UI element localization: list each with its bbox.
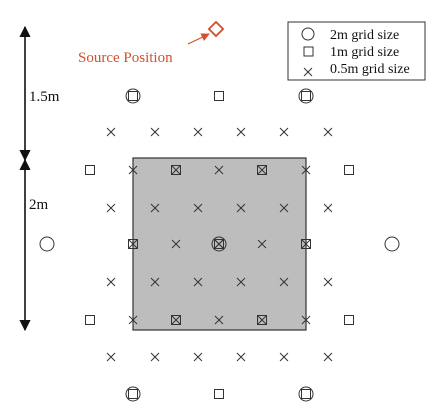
grid-point-0.5m <box>150 352 160 362</box>
grid-point-0.5m <box>128 315 138 325</box>
grid-point-0.5m <box>236 352 246 362</box>
grid-markers <box>39 88 400 402</box>
grid-point-0.5m <box>301 315 311 325</box>
grid-point-0.5m <box>279 127 289 137</box>
grid-point-0.5m <box>257 239 267 249</box>
square-icon <box>303 46 314 57</box>
grid-point-2m <box>39 236 55 252</box>
grid-point-1m <box>85 165 95 175</box>
grid-point-1m <box>171 165 181 175</box>
grid-point-0.5m <box>193 127 203 137</box>
source-marker-icon <box>207 20 225 38</box>
legend-frame <box>287 21 426 81</box>
grid-point-0.5m <box>193 203 203 213</box>
grid-point-2m <box>125 386 141 402</box>
grid-point-1m <box>85 315 95 325</box>
legend-label-circle: 2m grid size <box>330 28 399 43</box>
source-pointer-arrow <box>187 33 210 45</box>
grid-point-1m <box>301 91 311 101</box>
grid-point-2m <box>125 88 141 104</box>
grid-point-0.5m <box>128 239 138 249</box>
grid-point-0.5m <box>106 203 116 213</box>
grid-point-2m <box>384 236 400 252</box>
grid-point-0.5m <box>171 165 181 175</box>
grid-point-1m <box>301 389 311 399</box>
grid-point-1m <box>128 239 138 249</box>
grid-point-2m <box>298 88 314 104</box>
grid-point-1m <box>214 389 224 399</box>
legend: 2m grid size 1m grid size 0.5m grid size <box>287 21 426 81</box>
grid-point-0.5m <box>323 127 333 137</box>
grid-point-2m <box>298 386 314 402</box>
grid-point-0.5m <box>279 277 289 287</box>
grid-point-0.5m <box>236 277 246 287</box>
grid-point-0.5m <box>279 203 289 213</box>
grid-point-0.5m <box>214 239 224 249</box>
grid-point-1m <box>257 315 267 325</box>
grid-point-1m <box>344 165 354 175</box>
grid-point-0.5m <box>106 277 116 287</box>
grid-point-0.5m <box>193 277 203 287</box>
dimension-label-top: 1.5m <box>29 89 60 105</box>
grid-point-1m <box>128 91 138 101</box>
grid-point-0.5m <box>323 352 333 362</box>
grid-point-0.5m <box>236 203 246 213</box>
grid-point-0.5m <box>257 165 267 175</box>
grid-point-0.5m <box>150 203 160 213</box>
grid-point-0.5m <box>214 315 224 325</box>
legend-label-square: 1m grid size <box>330 45 399 60</box>
dimension-label-side: 2m <box>29 197 49 213</box>
grid-point-0.5m <box>128 165 138 175</box>
grid-point-0.5m <box>193 352 203 362</box>
grid-point-0.5m <box>171 239 181 249</box>
grid-point-0.5m <box>279 352 289 362</box>
grid-point-1m <box>344 315 354 325</box>
grid-point-1m <box>214 239 224 249</box>
cross-icon <box>303 67 313 77</box>
grid-point-0.5m <box>323 277 333 287</box>
grid-point-0.5m <box>236 127 246 137</box>
grid-point-1m <box>301 239 311 249</box>
grid-point-1m <box>171 315 181 325</box>
grid-point-1m <box>128 389 138 399</box>
grid-point-1m <box>257 165 267 175</box>
grid-point-0.5m <box>323 203 333 213</box>
grid-point-0.5m <box>301 165 311 175</box>
legend-label-cross: 0.5m grid size <box>330 62 410 77</box>
grid-point-2m <box>211 236 227 252</box>
grid-point-0.5m <box>257 315 267 325</box>
grid-point-1m <box>214 91 224 101</box>
grid-point-0.5m <box>214 165 224 175</box>
source-position-label: Source Position <box>78 50 173 66</box>
grid-point-0.5m <box>301 239 311 249</box>
grid-point-0.5m <box>150 277 160 287</box>
grid-point-0.5m <box>171 315 181 325</box>
grid-point-0.5m <box>106 352 116 362</box>
circle-icon <box>301 27 315 41</box>
grid-point-0.5m <box>106 127 116 137</box>
grid-point-0.5m <box>150 127 160 137</box>
